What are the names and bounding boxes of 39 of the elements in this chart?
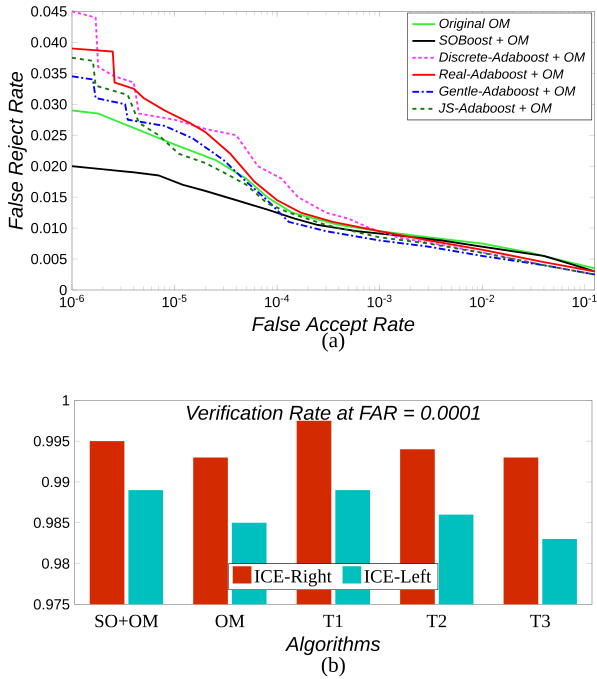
legend-label: Discrete-Adaboost + OM xyxy=(439,52,586,62)
x-tick-label: T1 xyxy=(323,614,343,628)
y-tick-label: 0.975 xyxy=(34,599,70,610)
legend-label: JS-Adaboost + OM xyxy=(438,102,552,113)
y-tick-label: 0.040 xyxy=(31,37,67,48)
y-tick-label: 0.010 xyxy=(31,222,67,234)
y-tick-label: 1 xyxy=(62,395,70,406)
text: (b) xyxy=(322,656,345,676)
x-tick-label: 10$^{-1}$ xyxy=(572,294,597,308)
y-tick-label: 0.98 xyxy=(42,558,70,569)
x-tick-label: SO+OM xyxy=(95,614,158,628)
y-tick-label: 0.985 xyxy=(34,518,70,528)
x-tick-label: 10$^{-4}$ xyxy=(265,294,290,308)
x-tick-label: 10$^{-6}$ xyxy=(60,294,84,308)
legend-label: ICE-Left xyxy=(364,569,432,583)
y-tick-label: 0.99 xyxy=(42,476,70,488)
x-tick-label: T3 xyxy=(530,614,550,628)
chart-title: Verification Rate at FAR = 0.0001 xyxy=(186,405,480,420)
y-tick-label: 0.020 xyxy=(31,160,67,172)
y-tick-label: 0.005 xyxy=(31,254,67,264)
y-tick-label: 0.045 xyxy=(31,6,67,17)
legend-label: ICE-Right xyxy=(254,569,332,586)
x-tick-label: 10$^{-3}$ xyxy=(368,294,392,308)
y-tick-label: 0 xyxy=(60,284,67,296)
x-tick-label: OM xyxy=(216,614,244,628)
y-tick-label: 0.030 xyxy=(31,99,67,110)
x-tick-label: 10$^{-5}$ xyxy=(162,294,186,308)
x-tick-label: 10$^{-2}$ xyxy=(470,294,494,308)
legend-label: Original OM xyxy=(439,18,510,31)
y-tick-label: 0.025 xyxy=(31,130,67,140)
legend-label: Gentle-Adaboost + OM xyxy=(439,86,576,96)
y-tick-label: 0.015 xyxy=(31,192,67,202)
y-tick-label: 0.035 xyxy=(31,68,67,78)
y-tick-label: 0.995 xyxy=(34,436,70,446)
x-axis-title: Algorithms xyxy=(285,636,380,656)
y-axis-title: False Reject Rate xyxy=(8,72,27,230)
x-tick-label: T2 xyxy=(426,614,446,628)
legend-label: Real-Adaboost + OM xyxy=(439,68,564,79)
legend-label: SOBoost + OM xyxy=(439,35,529,45)
